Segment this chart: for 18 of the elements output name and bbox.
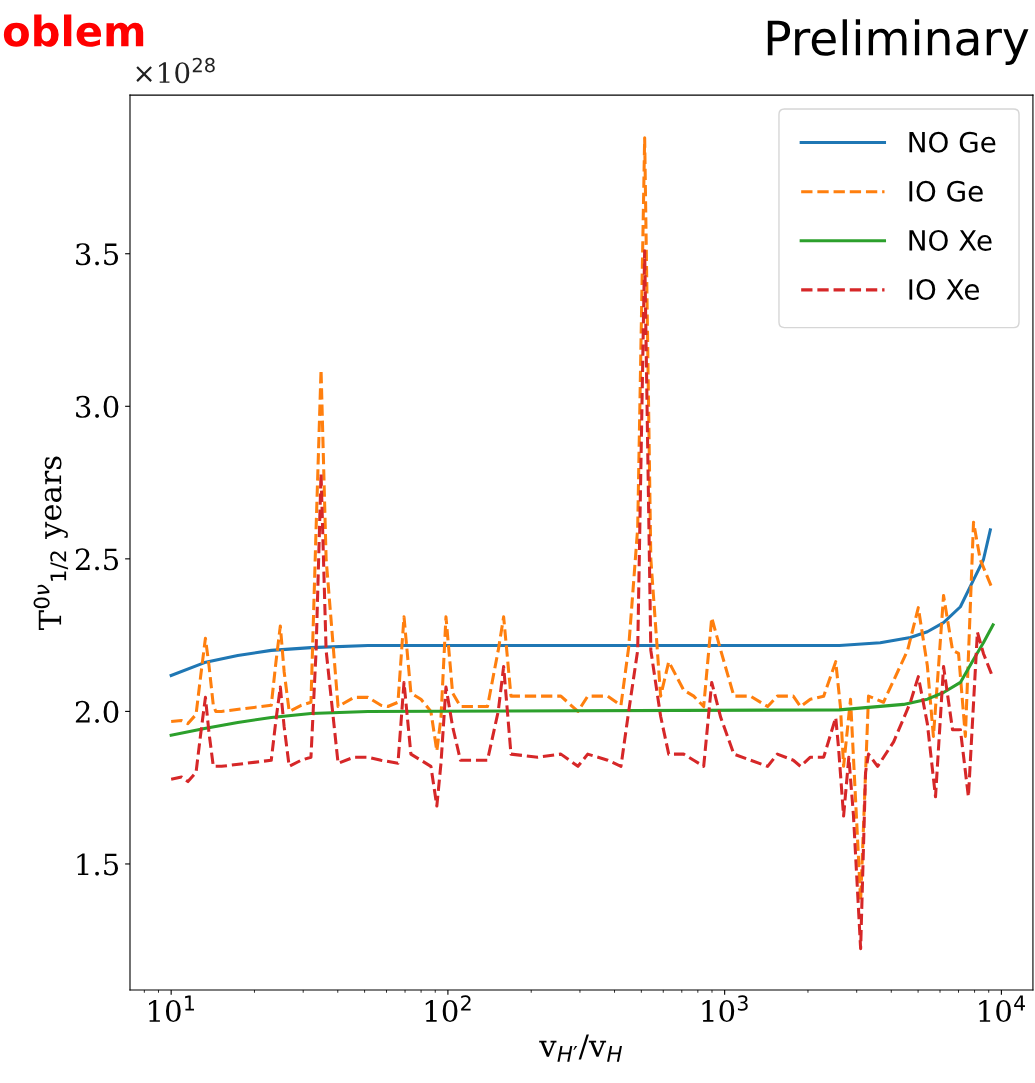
y-tick-label: 2.0 — [75, 700, 119, 723]
y-tick-label: 2.5 — [75, 548, 119, 571]
y-axis-title: T$^{0ν}$$_{1/2}$ years — [33, 456, 69, 631]
y-tick-label: 3.0 — [76, 395, 119, 418]
legend-label: NO Xe — [909, 229, 992, 251]
x-tick-label: 10$^{2}$ — [425, 995, 471, 1023]
x-tick-label: 10$^{1}$ — [149, 995, 194, 1023]
legend-label: NO Ge — [909, 131, 996, 153]
text: ×10$^{28}$ — [136, 57, 215, 84]
x-tick-label: 10$^{4}$ — [979, 995, 1025, 1023]
y-tick-label: 3.5 — [76, 243, 119, 266]
y-tick-label: 1.5 — [77, 853, 119, 876]
legend-label: IO Xe — [909, 279, 980, 301]
x-axis-title: v$_{H′}$/v$_{H}$ — [539, 1034, 622, 1062]
text: oblem — [3, 14, 144, 47]
legend-label: IO Ge — [909, 180, 983, 202]
x-tick-label: 10$^{3}$ — [702, 995, 748, 1023]
text: Preliminary — [767, 19, 1029, 65]
